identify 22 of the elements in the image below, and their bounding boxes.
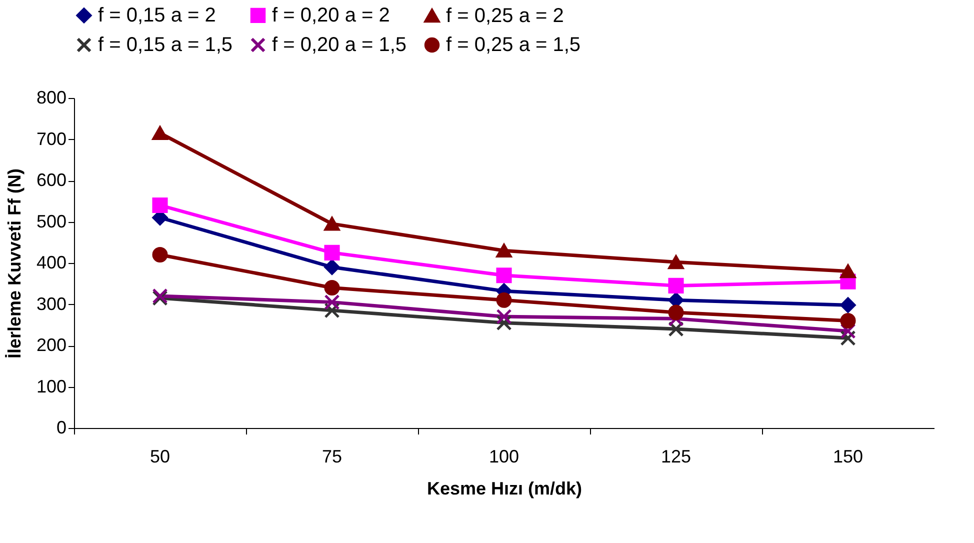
x-tick-label: 100 bbox=[488, 446, 520, 466]
legend-label: f = 0,20 a = 1,5 bbox=[272, 34, 407, 56]
y-tick-label: 700 bbox=[36, 128, 66, 149]
y-tick-label: 800 bbox=[36, 88, 66, 108]
y-tick-label: 600 bbox=[36, 170, 66, 190]
legend-label: f = 0,25 a = 1,5 bbox=[446, 34, 581, 56]
y-axis-title: İlerleme Kuvveti Ff (N) bbox=[4, 168, 24, 359]
x-tick-label: 150 bbox=[832, 446, 864, 466]
x-tick-label: 125 bbox=[660, 446, 692, 466]
legend-label: f = 0,15 a = 2 bbox=[98, 4, 216, 26]
y-tick-label: 300 bbox=[36, 294, 66, 314]
y-tick-label: 400 bbox=[36, 252, 66, 272]
y-tick-label: 500 bbox=[36, 211, 66, 232]
legend-label: f = 0,20 a = 2 bbox=[272, 4, 390, 26]
legend-label: f = 0,15 a = 1,5 bbox=[98, 34, 233, 56]
x-tick-label: 75 bbox=[322, 446, 342, 466]
y-tick-label: 200 bbox=[36, 335, 66, 355]
legend-label: f = 0,25 a = 2 bbox=[446, 4, 564, 27]
x-tick-label: 50 bbox=[150, 446, 170, 466]
y-tick-label: 100 bbox=[36, 376, 66, 396]
x-axis-title: Kesme Hızı (m/dk) bbox=[426, 478, 582, 498]
y-tick-label: 0 bbox=[56, 418, 66, 438]
